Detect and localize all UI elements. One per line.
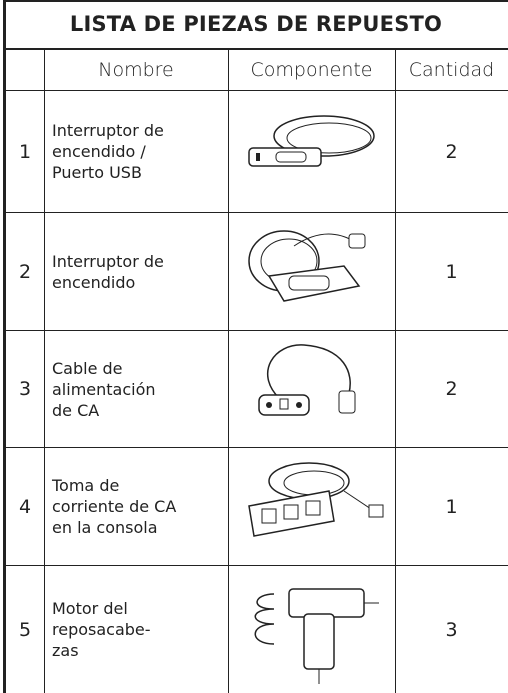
part-name-line: Motor del: [52, 599, 128, 618]
part-name: Interruptor de encendido: [52, 251, 226, 293]
part-name: Cable de alimentación de CA: [52, 358, 226, 421]
part-name: Motor del reposacabe-zas: [52, 598, 226, 661]
component-illustration: [248, 229, 366, 302]
component-illustration: [248, 461, 384, 537]
part-name-line: reposacabe-: [52, 620, 151, 639]
quantity: 2: [445, 140, 458, 163]
table-title: LISTA DE PIEZAS DE REPUESTO: [69, 12, 443, 36]
table-border: [3, 0, 508, 2]
row-number: 4: [18, 495, 32, 518]
header-quantity: Cantidad: [408, 59, 495, 81]
table-border: [3, 565, 508, 566]
part-name-line: Cable de: [52, 358, 123, 378]
header-component: Componente: [250, 59, 373, 81]
part-name-line: Puerto USB: [52, 163, 142, 182]
part-name: Toma de corriente de CA en la consola: [52, 475, 226, 538]
row-number: 2: [18, 260, 32, 283]
table-border: [3, 447, 508, 448]
part-name-line: encendido /: [52, 142, 146, 161]
component-illustration: [248, 114, 375, 167]
header-name: Nombre: [98, 59, 174, 81]
table-border: [3, 330, 508, 331]
part-name-line: corriente de CA: [52, 497, 177, 516]
quantity: 1: [445, 260, 458, 283]
quantity: 1: [445, 495, 458, 518]
row-number: 5: [18, 618, 32, 641]
quantity: 3: [445, 618, 458, 641]
table-border: [3, 90, 508, 91]
part-name-line: Toma de: [52, 476, 120, 495]
part-name-line: Interruptor de: [52, 251, 164, 271]
part-name-line: de CA: [52, 400, 100, 420]
table-border: [3, 212, 508, 213]
row-number: 3: [18, 378, 32, 400]
part-name: Interruptor de encendido / Puerto USB: [52, 120, 226, 183]
table-border: [3, 0, 6, 693]
table-border: [3, 48, 508, 50]
row-number: 1: [18, 140, 32, 163]
part-name-line: alimentación: [52, 379, 156, 399]
part-name-line: zas: [52, 641, 79, 660]
table-border: [395, 50, 396, 693]
part-name-line: Interruptor de: [52, 121, 164, 140]
quantity: 2: [445, 378, 458, 400]
part-name-line: encendido: [52, 272, 136, 292]
part-name-line: en la consola: [52, 518, 158, 537]
component-illustration: [254, 587, 379, 684]
table-border: [44, 50, 45, 693]
table-border: [228, 50, 229, 693]
component-illustration: [258, 344, 356, 416]
